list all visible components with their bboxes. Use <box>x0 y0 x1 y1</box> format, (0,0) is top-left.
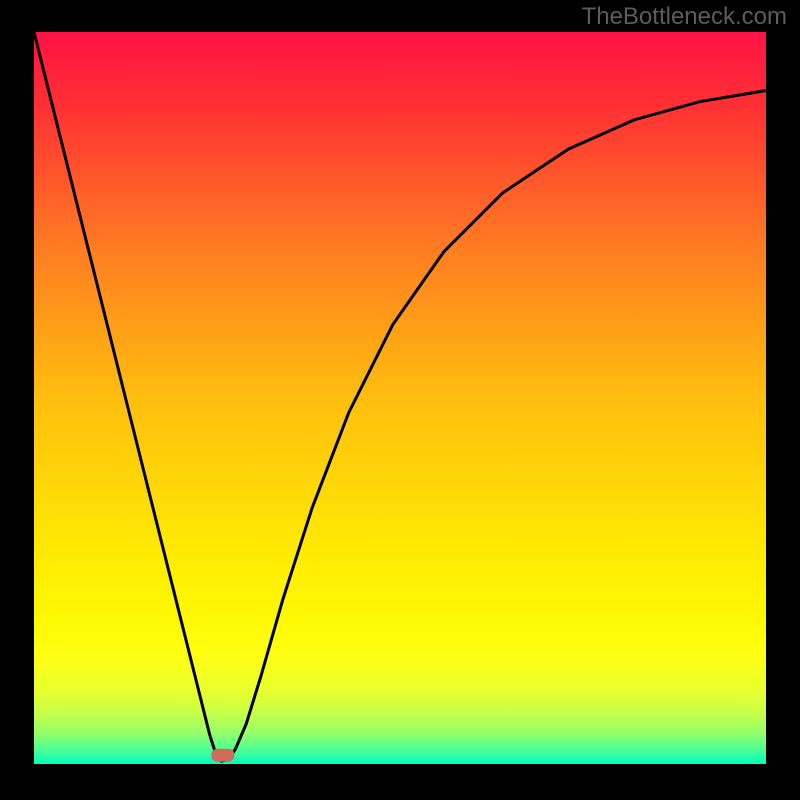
plot-gradient-background <box>34 32 766 764</box>
optimum-marker <box>211 749 234 762</box>
watermark-text: TheBottleneck.com <box>582 3 787 30</box>
